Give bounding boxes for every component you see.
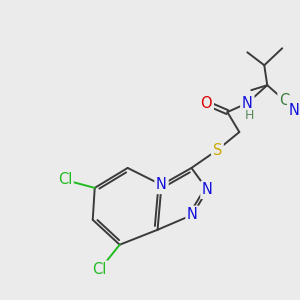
Text: N: N: [202, 182, 213, 197]
Text: C: C: [279, 93, 289, 108]
Text: Cl: Cl: [58, 172, 72, 188]
Text: N: N: [187, 207, 198, 222]
Text: Cl: Cl: [92, 262, 107, 277]
Text: S: S: [213, 142, 222, 158]
Text: N: N: [289, 103, 300, 118]
Text: H: H: [245, 109, 254, 122]
Text: N: N: [242, 96, 253, 111]
Text: N: N: [156, 177, 167, 192]
Text: O: O: [201, 96, 212, 111]
